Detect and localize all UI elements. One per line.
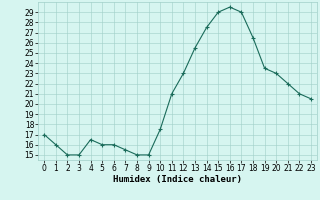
X-axis label: Humidex (Indice chaleur): Humidex (Indice chaleur) — [113, 175, 242, 184]
